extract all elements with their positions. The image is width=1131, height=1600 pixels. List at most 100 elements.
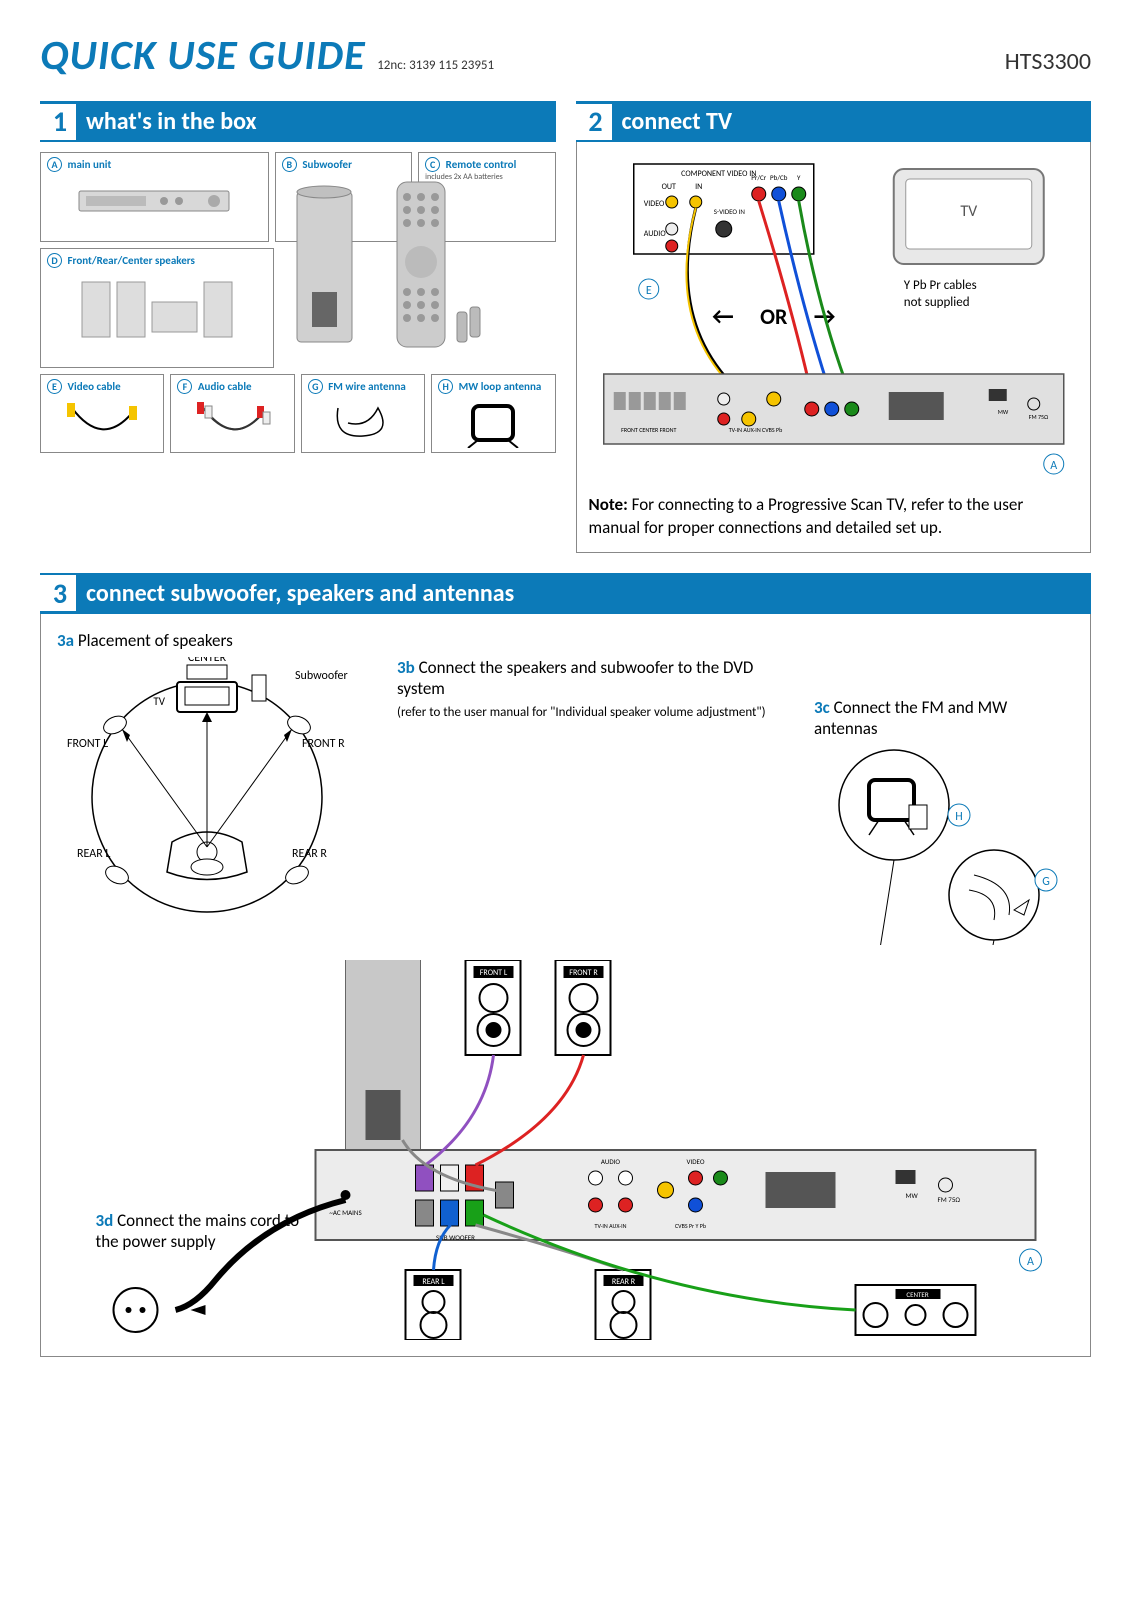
model-number: HTS3300 bbox=[1005, 47, 1091, 76]
label-svideo: S-VIDEO IN bbox=[713, 207, 745, 216]
section-3-num: 3 bbox=[40, 575, 76, 611]
label-remote-sub: includes 2x AA batteries bbox=[425, 172, 548, 182]
svg-text:VIDEO: VIDEO bbox=[687, 1157, 705, 1166]
letter-c: C bbox=[425, 157, 440, 172]
svg-text:REAR L: REAR L bbox=[422, 1277, 445, 1287]
label-main-unit: main unit bbox=[68, 158, 112, 171]
pl-sub: Subwoofer bbox=[295, 669, 348, 683]
label-out: OUT bbox=[661, 182, 675, 192]
s3b-note: (refer to the user manual for "Individua… bbox=[397, 705, 794, 722]
subtitle: 12nc: 3139 115 23951 bbox=[377, 58, 494, 73]
letter-g: G bbox=[308, 379, 323, 394]
svg-text:CENTER: CENTER bbox=[906, 1290, 928, 1299]
svg-text:FRONT CENTER FRONT: FRONT CENTER FRONT bbox=[621, 426, 676, 434]
section-3-body: 3a Placement of speakers TV CENTER Subwo… bbox=[40, 614, 1091, 1357]
s3c-head: 3c Connect the FM and MW antennas bbox=[814, 697, 1074, 739]
svg-text:FM 75Ω: FM 75Ω bbox=[938, 1195, 961, 1204]
letter-h: H bbox=[955, 810, 962, 824]
box-item-speakers: D Front/Rear/Center speakers bbox=[40, 248, 274, 368]
label-pr: Pr/Cr bbox=[751, 173, 766, 182]
front-r-speaker: FRONT R bbox=[556, 960, 611, 1055]
svg-text:TV-IN AUX-IN CVBS Pb: TV-IN AUX-IN CVBS Pb bbox=[728, 426, 782, 434]
box-grid-row2: E Video cable F Audio cable bbox=[40, 374, 556, 453]
letter-a3: A bbox=[1027, 1255, 1034, 1269]
box-item-mw-antenna: H MW loop antenna bbox=[431, 374, 555, 453]
s3a-head: 3a Placement of speakers bbox=[57, 630, 1074, 651]
pl-center: CENTER bbox=[188, 657, 227, 665]
section-2-title: connect TV bbox=[622, 107, 733, 136]
note-bold: Note: bbox=[589, 494, 628, 515]
section-1-title: what's in the box bbox=[86, 107, 257, 136]
s3b-bold: 3b bbox=[397, 657, 415, 678]
box-item-main-unit: A main unit bbox=[40, 152, 269, 242]
letter-a: A bbox=[47, 157, 62, 172]
s3a-bold: 3a bbox=[57, 630, 74, 651]
s3b-block: 3b Connect the speakers and subwoofer to… bbox=[397, 657, 794, 950]
svg-text:←: ← bbox=[712, 302, 734, 331]
page-header: QUICK USE GUIDE 12nc: 3139 115 23951 HTS… bbox=[40, 30, 1091, 81]
main-title: QUICK USE GUIDE bbox=[40, 30, 366, 81]
s3-top-row: TV CENTER Subwoofer FRONT L FRONT R REAR bbox=[57, 657, 1074, 950]
box-item-video-cable: E Video cable bbox=[40, 374, 164, 453]
svg-text:REAR R: REAR R bbox=[612, 1277, 636, 1287]
mw-antenna-icon bbox=[453, 398, 533, 448]
letter-a2: A bbox=[1050, 459, 1057, 473]
label-component: COMPONENT VIDEO IN bbox=[681, 169, 756, 179]
tv-label: TV bbox=[960, 202, 978, 221]
mains-plug bbox=[114, 1288, 206, 1332]
top-row: 1 what's in the box A main unit B Subwoo… bbox=[40, 101, 1091, 553]
pl-tv: TV bbox=[153, 695, 165, 708]
label-remote: Remote control bbox=[446, 158, 517, 171]
section-2: 2 connect TV COMPONENT VIDEO IN OUT IN V… bbox=[576, 101, 1092, 553]
label-fm-antenna: FM wire antenna bbox=[328, 380, 406, 393]
pl-fr: FRONT R bbox=[302, 737, 345, 751]
section-2-body: COMPONENT VIDEO IN OUT IN VIDEO AUDIO S-… bbox=[576, 142, 1092, 553]
svg-text:~AC MAINS: ~AC MAINS bbox=[329, 1208, 361, 1217]
cable-note-line2: not supplied bbox=[903, 295, 969, 310]
section-2-header: 2 connect TV bbox=[576, 101, 1092, 142]
svg-text:CVBS Pr Y Pb: CVBS Pr Y Pb bbox=[675, 1222, 706, 1230]
svg-text:FM 75Ω: FM 75Ω bbox=[1028, 413, 1047, 421]
main-unit-icon bbox=[74, 176, 234, 216]
s3c-text: Connect the FM and MW antennas bbox=[814, 697, 1007, 739]
letter-e2: E bbox=[645, 284, 651, 298]
wiring-svg: FRONT L FRONT R ~AC MAINS bbox=[57, 960, 1074, 1340]
s3c-block: 3c Connect the FM and MW antennas H bbox=[814, 657, 1074, 950]
s3a-block: TV CENTER Subwoofer FRONT L FRONT R REAR bbox=[57, 657, 377, 950]
s3a-text: Placement of speakers bbox=[78, 630, 233, 651]
section-2-num: 2 bbox=[576, 104, 612, 140]
letter-f: F bbox=[177, 379, 192, 394]
center-speaker: CENTER bbox=[856, 1285, 976, 1335]
section-1: 1 what's in the box A main unit B Subwoo… bbox=[40, 101, 556, 553]
section-1-header: 1 what's in the box bbox=[40, 101, 556, 142]
label-mw-antenna: MW loop antenna bbox=[459, 380, 542, 393]
s3d-bold: 3d bbox=[96, 1210, 114, 1231]
cable-note-line1: Y Pb Pr cables bbox=[903, 278, 976, 293]
label-speakers: Front/Rear/Center speakers bbox=[68, 254, 195, 267]
fm-antenna-icon bbox=[323, 398, 403, 448]
box-item-subwoofer: B Subwoofer bbox=[275, 152, 412, 242]
audio-cable-icon bbox=[193, 398, 273, 448]
letter-e: E bbox=[47, 379, 62, 394]
label-pb: Pb/Cb bbox=[770, 173, 788, 182]
tv-diagram-svg: COMPONENT VIDEO IN OUT IN VIDEO AUDIO S-… bbox=[589, 154, 1079, 484]
section-1-num: 1 bbox=[40, 104, 76, 140]
s3-bottom-diagram: FRONT L FRONT R ~AC MAINS bbox=[57, 960, 1074, 1340]
s3d-text: Connect the mains cord to the power supp… bbox=[96, 1210, 300, 1252]
front-l-speaker: FRONT L bbox=[466, 960, 521, 1055]
video-cable-icon bbox=[62, 398, 142, 448]
or-label: OR bbox=[760, 303, 788, 330]
svg-text:AUDIO: AUDIO bbox=[601, 1157, 621, 1166]
section-3-header: 3 connect subwoofer, speakers and antenn… bbox=[40, 573, 1091, 614]
pl-rl: REAR L bbox=[77, 847, 110, 861]
s3c-bold: 3c bbox=[814, 697, 830, 718]
s3b-text: Connect the speakers and subwoofer to th… bbox=[397, 657, 753, 699]
pl-fl: FRONT L bbox=[67, 737, 108, 751]
pl-rr: REAR R bbox=[292, 847, 327, 861]
section-3-title: connect subwoofer, speakers and antennas bbox=[86, 579, 514, 608]
note-body: For connecting to a Progressive Scan TV,… bbox=[589, 494, 1024, 538]
letter-h: H bbox=[438, 379, 453, 394]
label-audio-cable: Audio cable bbox=[198, 380, 252, 393]
antenna-diagram: H G bbox=[814, 745, 1064, 945]
letter-b: B bbox=[282, 157, 297, 172]
